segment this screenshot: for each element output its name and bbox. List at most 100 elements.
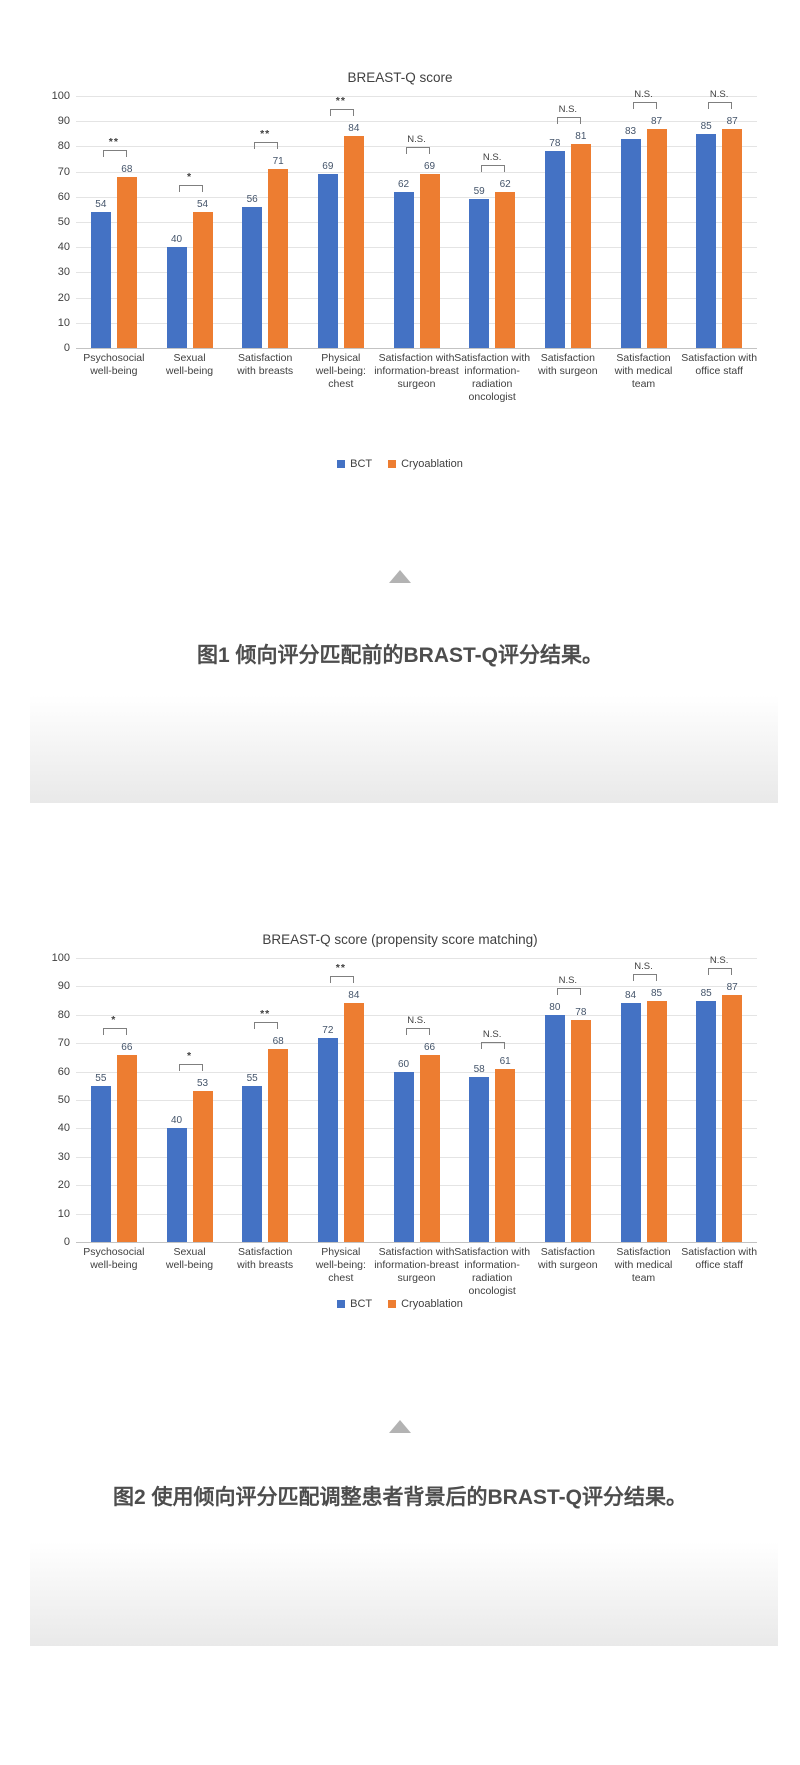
category-label: Satisfaction with surgeon bbox=[538, 1246, 598, 1271]
legend-item-bct: BCT bbox=[337, 458, 372, 470]
y-axis-tick-label: 10 bbox=[57, 1207, 70, 1220]
legend-swatch-icon bbox=[337, 460, 346, 468]
bar-cryoablation bbox=[268, 1048, 289, 1242]
bar-cryoablation bbox=[570, 143, 591, 348]
figure1-caption: 图1 倾向评分匹配前的BRAST-Q评分结果。 bbox=[196, 644, 603, 667]
y-axis-tick-label: 0 bbox=[63, 342, 70, 354]
bar-value-label: 61 bbox=[499, 1055, 511, 1067]
up-triangle-icon bbox=[389, 1420, 411, 1433]
bar-cryoablation bbox=[722, 994, 743, 1242]
bar-value-label: 66 bbox=[423, 1041, 436, 1053]
y-gridline bbox=[76, 1156, 757, 1158]
bar-value-label: 40 bbox=[170, 234, 183, 246]
significance-bracket-icon bbox=[102, 149, 127, 157]
significance-label: * bbox=[186, 170, 193, 183]
bar-bct bbox=[166, 247, 187, 348]
y-axis-tick-label: 100 bbox=[51, 952, 70, 964]
bar-value-label: 54 bbox=[196, 198, 209, 210]
bar-cryoablation bbox=[646, 128, 667, 348]
significance-bracket-icon bbox=[708, 967, 733, 975]
y-gridline bbox=[76, 986, 757, 988]
bar-value-label: 83 bbox=[624, 125, 637, 137]
category-label: Satisfaction with information-breast sur… bbox=[374, 352, 459, 390]
bar-bct bbox=[696, 1000, 717, 1242]
bar-value-label: 87 bbox=[650, 115, 663, 127]
bar-value-label: 72 bbox=[322, 1024, 334, 1036]
significance-bracket-icon bbox=[481, 164, 506, 172]
bar-value-label: 69 bbox=[322, 161, 334, 173]
significance-bracket-icon bbox=[481, 1041, 506, 1049]
bar-value-label: 56 bbox=[246, 193, 258, 205]
significance-label: * bbox=[186, 1050, 193, 1063]
bar-value-label: 80 bbox=[549, 1001, 561, 1013]
legend-item-bct: BCT bbox=[337, 1298, 372, 1310]
category-label: Satisfaction with information- radiation… bbox=[454, 1246, 531, 1297]
section-divider bbox=[30, 1542, 778, 1646]
significance-label: N.S. bbox=[709, 88, 729, 100]
y-gridline bbox=[76, 247, 757, 249]
up-triangle-icon bbox=[389, 570, 411, 583]
bar-value-label: 71 bbox=[272, 156, 284, 168]
y-axis-tick-label: 10 bbox=[57, 316, 70, 329]
chart-title: BREAST-Q score bbox=[347, 70, 453, 85]
bar-value-label: 87 bbox=[726, 981, 738, 993]
category-label: Satisfaction with breasts bbox=[237, 1246, 294, 1271]
bar-value-label: 54 bbox=[95, 198, 107, 210]
y-axis-tick-label: 70 bbox=[57, 1037, 70, 1050]
legend-label: Cryoablation bbox=[401, 1298, 463, 1310]
bar-bct bbox=[242, 1085, 263, 1242]
bar-value-label: 68 bbox=[121, 163, 133, 175]
significance-bracket-icon bbox=[254, 142, 279, 150]
legend-swatch-icon bbox=[388, 1300, 397, 1308]
bar-value-label: 81 bbox=[575, 130, 587, 142]
bar-value-label: 85 bbox=[700, 120, 712, 132]
section-divider bbox=[30, 695, 778, 803]
bar-cryoablation bbox=[116, 176, 137, 348]
bar-cryoablation bbox=[495, 1068, 516, 1242]
significance-bracket-icon bbox=[329, 976, 354, 984]
y-axis-tick-label: 90 bbox=[57, 980, 70, 993]
y-axis-tick-label: 100 bbox=[51, 90, 70, 102]
significance-bracket-icon bbox=[254, 1021, 279, 1029]
significance-label: * bbox=[111, 1013, 117, 1026]
bar-value-label: 69 bbox=[423, 161, 436, 173]
category-label: Sexual well-being bbox=[165, 1246, 214, 1271]
bar-bct bbox=[469, 199, 490, 348]
category-label: Satisfaction with information- radiation… bbox=[454, 352, 531, 403]
significance-label: ** bbox=[260, 1007, 271, 1020]
bar-cryoablation bbox=[343, 1003, 364, 1242]
significance-label: N.S. bbox=[482, 1028, 502, 1040]
bar-cryoablation bbox=[268, 169, 289, 348]
y-gridline bbox=[76, 272, 757, 274]
y-axis-tick-label: 30 bbox=[57, 1150, 70, 1163]
y-axis-tick-label: 60 bbox=[57, 1065, 70, 1078]
legend-swatch-icon bbox=[337, 1300, 346, 1308]
y-gridline bbox=[76, 171, 757, 173]
bar-value-label: 62 bbox=[499, 178, 511, 190]
y-axis-tick-label: 20 bbox=[57, 1179, 70, 1192]
y-gridline bbox=[76, 1185, 757, 1187]
bar-bct bbox=[696, 133, 717, 348]
significance-bracket-icon bbox=[178, 1064, 203, 1072]
bar-cryoablation bbox=[419, 174, 440, 348]
significance-bracket-icon bbox=[178, 184, 203, 192]
y-axis-tick-label: 70 bbox=[57, 165, 70, 178]
bar-bct bbox=[620, 138, 641, 348]
legend-item-cryoablation: Cryoablation bbox=[388, 1298, 463, 1310]
bar-cryoablation bbox=[192, 211, 213, 348]
bar-bct bbox=[469, 1077, 490, 1242]
significance-label: ** bbox=[335, 95, 346, 108]
y-axis-tick-label: 30 bbox=[57, 266, 70, 279]
category-label: Satisfaction with information-breast sur… bbox=[374, 1246, 459, 1284]
bar-cryoablation bbox=[419, 1054, 440, 1242]
bar-value-label: 55 bbox=[95, 1072, 107, 1084]
y-gridline bbox=[76, 1071, 757, 1073]
bar-cryoablation bbox=[343, 136, 364, 348]
category-label: Sexual well-being bbox=[165, 352, 214, 377]
chart-legend: BCT Cryoablation bbox=[40, 458, 760, 470]
bar-bct bbox=[90, 211, 111, 348]
y-axis-tick-label: 40 bbox=[57, 1122, 70, 1135]
bar-value-label: 66 bbox=[121, 1041, 133, 1053]
bar-value-label: 84 bbox=[348, 990, 360, 1002]
